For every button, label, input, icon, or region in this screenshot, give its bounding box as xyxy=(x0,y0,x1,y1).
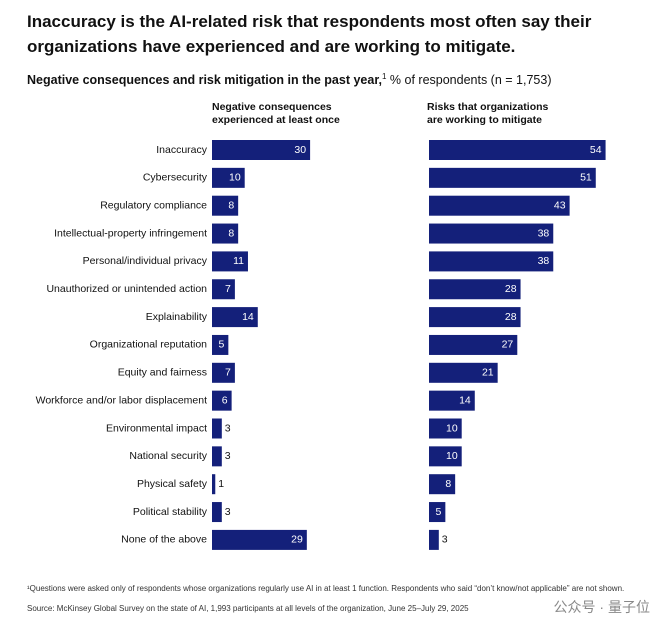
subtitle-unit: % of respondents (n = 1,753) xyxy=(389,73,552,88)
value-label: 7 xyxy=(225,283,231,295)
bar xyxy=(212,140,311,160)
value-label: 1 xyxy=(218,478,224,490)
category-label: Unauthorized or unintended action xyxy=(46,283,207,295)
value-label: 8 xyxy=(445,478,451,490)
bar xyxy=(212,167,245,188)
bar xyxy=(429,474,456,495)
value-label: 21 xyxy=(482,367,494,379)
value-label: 38 xyxy=(538,227,550,239)
bar xyxy=(429,502,446,523)
category-label: National security xyxy=(129,450,207,462)
value-label: 54 xyxy=(590,144,602,156)
footnote: ¹Questions were asked only of respondent… xyxy=(27,584,625,593)
bar xyxy=(429,362,498,383)
bar xyxy=(212,334,229,355)
bar xyxy=(429,195,570,216)
bar xyxy=(429,529,439,550)
bar xyxy=(212,446,222,467)
value-label: 5 xyxy=(436,506,442,518)
bar xyxy=(429,223,554,244)
value-label: 3 xyxy=(225,450,231,462)
value-label: 29 xyxy=(291,534,303,546)
value-label: 10 xyxy=(446,450,458,462)
chart-title: Inaccuracy is the AI-related risk that r… xyxy=(27,12,592,56)
value-label: 3 xyxy=(225,506,231,518)
category-label: Physical safety xyxy=(137,478,208,490)
bar xyxy=(212,195,239,216)
bar xyxy=(212,223,239,244)
bar xyxy=(212,474,216,495)
bar xyxy=(212,251,248,272)
category-label: Personal/individual privacy xyxy=(83,255,208,267)
subtitle: Negative consequences and risk mitigatio… xyxy=(27,72,551,87)
bar xyxy=(212,529,307,550)
value-label: 28 xyxy=(505,311,517,323)
category-label: Workforce and/or labor displacement xyxy=(36,394,207,406)
bar xyxy=(429,446,462,467)
value-label: 7 xyxy=(225,367,231,379)
value-label: 27 xyxy=(502,339,514,351)
category-label: Environmental impact xyxy=(106,422,207,434)
category-label: Inaccuracy xyxy=(156,144,208,156)
category-label: Explainability xyxy=(146,311,208,323)
value-label: 3 xyxy=(442,534,448,546)
category-label: Equity and fairness xyxy=(118,367,207,379)
source: Source: McKinsey Global Survey on the st… xyxy=(27,604,469,613)
value-label: 14 xyxy=(459,394,471,406)
value-label: 8 xyxy=(228,199,234,211)
bar xyxy=(429,251,554,272)
value-label: 11 xyxy=(233,255,244,267)
value-label: 38 xyxy=(538,255,550,267)
bar xyxy=(429,418,462,439)
panel-header: Negative consequences experienced at lea… xyxy=(212,101,340,126)
bar xyxy=(212,502,222,523)
category-label: Cybersecurity xyxy=(143,172,208,184)
category-label: Organizational reputation xyxy=(90,339,207,351)
value-label: 5 xyxy=(219,339,225,351)
bar xyxy=(429,140,606,160)
panel-header: Risks that organizations are working to … xyxy=(427,101,549,126)
value-label: 10 xyxy=(229,172,241,184)
bar xyxy=(429,279,521,300)
value-label: 43 xyxy=(554,199,566,211)
bar xyxy=(429,307,521,328)
value-label: 6 xyxy=(222,394,228,406)
bar xyxy=(212,390,232,411)
watermark: 公众号 · 量子位 xyxy=(553,599,650,615)
value-label: 51 xyxy=(580,172,592,184)
category-label: None of the above xyxy=(121,534,207,546)
bar xyxy=(212,307,258,328)
value-label: 3 xyxy=(225,422,231,434)
category-label: Intellectual-property infringement xyxy=(54,227,207,239)
bar xyxy=(212,418,222,439)
value-label: 14 xyxy=(242,311,254,323)
subtitle-text: Negative consequences and risk mitigatio… xyxy=(27,73,382,88)
bar xyxy=(429,334,518,355)
footnote-ref: 1 xyxy=(381,72,387,81)
category-label: Political stability xyxy=(133,506,208,518)
bar xyxy=(212,279,235,300)
value-label: 28 xyxy=(505,283,517,295)
bar xyxy=(212,362,235,383)
value-label: 30 xyxy=(294,144,306,156)
value-label: 8 xyxy=(228,227,234,239)
category-label: Regulatory compliance xyxy=(100,199,207,211)
bar xyxy=(429,167,596,188)
value-label: 10 xyxy=(446,422,458,434)
bar xyxy=(429,390,475,411)
